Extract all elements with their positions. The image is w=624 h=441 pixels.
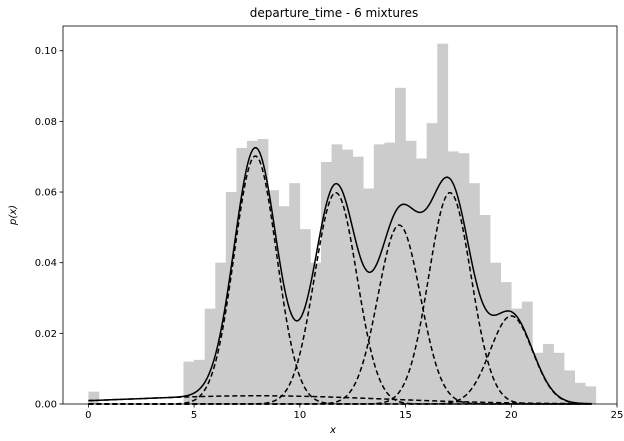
y-tick-label: 0.08 [35, 117, 57, 128]
histogram-bar [225, 192, 237, 404]
histogram-bar [257, 139, 269, 405]
histogram-bar [416, 158, 427, 404]
histogram-bar [564, 370, 576, 404]
x-tick-label: 15 [399, 410, 412, 421]
histogram-bar [268, 190, 279, 404]
histogram-bar [405, 140, 417, 404]
x-tick-label: 0 [85, 410, 91, 421]
histogram-bar [384, 142, 396, 404]
y-tick-label: 0.02 [35, 329, 57, 340]
histogram-bar [574, 382, 586, 404]
y-tick-label: 0.04 [35, 258, 57, 269]
y-axis-ticks: 0.00 0.02 0.04 0.06 0.08 0.10 [35, 46, 63, 411]
plot-frame [62, 25, 618, 405]
histogram-bar [331, 144, 343, 404]
x-axis-ticks: 0 5 10 15 20 25 [85, 404, 623, 421]
histogram-bar [490, 262, 501, 404]
y-tick-label: 0.00 [35, 400, 57, 411]
histogram-bar [204, 308, 216, 404]
histogram-bar [542, 343, 554, 404]
histogram-bar [246, 140, 258, 404]
histogram-bar [500, 282, 512, 404]
histogram-bar [299, 229, 311, 404]
histogram-bar [320, 162, 332, 404]
histogram-bar [532, 352, 544, 404]
histogram-bar [521, 301, 533, 404]
histogram-bar [437, 43, 449, 404]
y-axis-label: p(x) [8, 205, 19, 226]
x-axis-label: x [329, 425, 336, 436]
histogram-bar [553, 352, 565, 404]
histogram-bar [394, 87, 406, 404]
histogram-bar [342, 149, 353, 404]
histogram-bar [363, 188, 375, 404]
histogram-bar [511, 308, 523, 404]
histogram-bar [236, 147, 248, 404]
histogram-bar [373, 144, 385, 404]
histogram-bar [289, 183, 301, 404]
histogram-bar [585, 386, 597, 404]
x-tick-label: 25 [611, 410, 624, 421]
histogram-bar [310, 262, 322, 404]
x-tick-label: 10 [293, 410, 306, 421]
total-density-curve [88, 146, 592, 405]
histogram-bar [194, 359, 205, 404]
x-tick-label: 5 [191, 410, 197, 421]
x-tick-label: 20 [505, 410, 518, 421]
histogram-bar [426, 123, 438, 405]
y-tick-label: 0.10 [35, 46, 57, 57]
y-tick-label: 0.06 [35, 188, 57, 199]
histogram-bar [88, 391, 100, 404]
histogram-bar [458, 153, 470, 404]
histogram-bar [447, 151, 459, 404]
histogram-bar [183, 361, 195, 404]
chart-title: departure_time - 6 mixtures [250, 6, 419, 20]
